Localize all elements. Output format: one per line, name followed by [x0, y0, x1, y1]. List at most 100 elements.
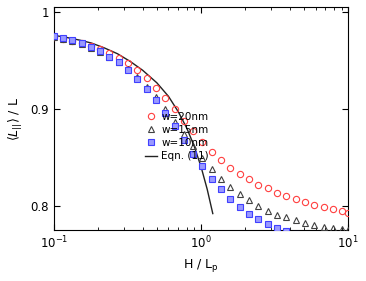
w=15nm — [70, 39, 74, 43]
w=10nm — [107, 55, 112, 58]
w=10nm — [340, 239, 344, 243]
w=10nm — [191, 152, 195, 155]
w=10nm — [284, 229, 288, 233]
w=10nm — [116, 61, 121, 64]
w=20nm — [79, 41, 84, 45]
w=10nm — [331, 238, 335, 241]
w=15nm — [238, 192, 242, 196]
w=10nm — [247, 212, 251, 215]
w=20nm — [89, 44, 93, 48]
w=20nm — [275, 192, 279, 195]
Legend: w=20nm, w=15nm, w=10nm, Eqn. (11): w=20nm, w=15nm, w=10nm, Eqn. (11) — [142, 109, 212, 164]
Line: w=10nm: w=10nm — [51, 33, 351, 244]
w=10nm — [70, 38, 74, 42]
w=15nm — [182, 132, 186, 136]
Y-axis label: $\langle L_{||}\rangle$ / L: $\langle L_{||}\rangle$ / L — [7, 97, 25, 140]
w=15nm — [294, 219, 298, 222]
Line: w=15nm: w=15nm — [51, 34, 351, 233]
w=20nm — [247, 177, 251, 180]
w=20nm — [154, 86, 158, 89]
w=10nm — [210, 177, 214, 180]
w=20nm — [135, 69, 139, 72]
w=15nm — [346, 228, 351, 232]
w=15nm — [116, 61, 121, 64]
w=10nm — [275, 226, 279, 230]
w=20nm — [182, 119, 186, 122]
w=15nm — [145, 85, 149, 88]
w=20nm — [219, 158, 223, 162]
w=10nm — [200, 164, 205, 168]
w=15nm — [210, 167, 214, 171]
w=20nm — [294, 197, 298, 201]
w=20nm — [228, 166, 233, 170]
w=10nm — [52, 35, 56, 38]
w=20nm — [340, 209, 344, 212]
w=10nm — [256, 218, 261, 221]
w=15nm — [61, 38, 65, 41]
w=10nm — [98, 49, 102, 53]
w=20nm — [265, 187, 270, 190]
w=10nm — [312, 236, 317, 239]
w=10nm — [79, 41, 84, 45]
w=10nm — [172, 125, 177, 128]
w=15nm — [107, 55, 112, 58]
w=10nm — [135, 77, 139, 81]
w=15nm — [303, 222, 307, 225]
w=15nm — [275, 213, 279, 216]
w=20nm — [303, 200, 307, 204]
w=15nm — [172, 120, 177, 123]
w=20nm — [210, 150, 214, 153]
w=10nm — [154, 99, 158, 102]
w=20nm — [70, 39, 74, 43]
w=15nm — [200, 157, 205, 160]
w=20nm — [256, 183, 261, 186]
w=15nm — [191, 144, 195, 148]
w=10nm — [303, 234, 307, 237]
w=20nm — [284, 194, 288, 198]
Line: w=20nm: w=20nm — [51, 34, 351, 216]
w=20nm — [312, 203, 317, 207]
w=20nm — [52, 36, 56, 39]
w=10nm — [182, 138, 186, 142]
w=15nm — [331, 226, 335, 230]
X-axis label: H / L$_\mathrm{p}$: H / L$_\mathrm{p}$ — [183, 257, 219, 274]
w=20nm — [145, 76, 149, 80]
w=15nm — [98, 50, 102, 53]
w=15nm — [284, 216, 288, 219]
w=15nm — [265, 209, 270, 212]
w=10nm — [163, 111, 167, 115]
w=20nm — [200, 140, 205, 144]
w=10nm — [294, 232, 298, 235]
w=10nm — [219, 188, 223, 191]
w=20nm — [172, 107, 177, 111]
w=20nm — [321, 205, 326, 209]
w=10nm — [61, 37, 65, 40]
w=15nm — [52, 36, 56, 39]
w=15nm — [89, 46, 93, 50]
w=10nm — [265, 223, 270, 226]
w=20nm — [163, 97, 167, 100]
w=15nm — [228, 186, 233, 189]
w=10nm — [346, 240, 351, 243]
w=15nm — [312, 223, 317, 227]
w=15nm — [321, 225, 326, 229]
w=10nm — [228, 197, 233, 201]
w=15nm — [256, 204, 261, 207]
w=15nm — [79, 42, 84, 46]
w=15nm — [126, 67, 130, 71]
w=20nm — [126, 62, 130, 65]
w=10nm — [89, 45, 93, 49]
w=20nm — [191, 130, 195, 133]
w=20nm — [116, 56, 121, 59]
w=15nm — [340, 227, 344, 231]
w=10nm — [238, 205, 242, 209]
w=15nm — [247, 198, 251, 202]
w=20nm — [61, 38, 65, 41]
w=15nm — [163, 107, 167, 111]
w=15nm — [135, 75, 139, 79]
w=10nm — [126, 69, 130, 72]
w=20nm — [238, 172, 242, 176]
w=20nm — [346, 211, 351, 214]
w=10nm — [145, 87, 149, 90]
w=15nm — [154, 96, 158, 99]
